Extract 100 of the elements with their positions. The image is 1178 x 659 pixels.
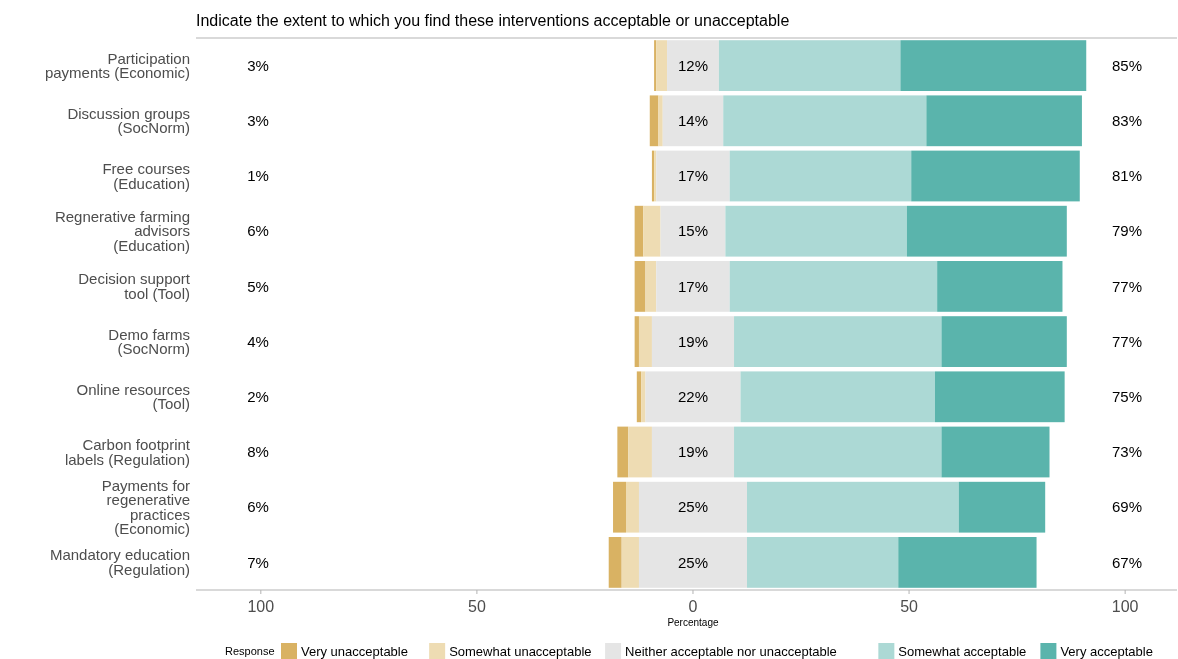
y-tick-label: Discussion groups (SocNorm) — [67, 104, 190, 137]
y-tick-label: Payments for regenerative practices (Economic) — [101, 476, 190, 538]
bar — [667, 40, 719, 91]
bar — [651, 316, 735, 367]
annotation: 3% — [247, 112, 269, 130]
legend-label: Somewhat acceptable — [898, 643, 1027, 659]
annotation: 69% — [1111, 498, 1143, 516]
annotation: 73% — [1111, 443, 1143, 461]
annotation: 6% — [247, 498, 269, 516]
bar — [613, 481, 626, 533]
bar — [662, 95, 724, 147]
x-tick-label: 0 — [688, 597, 698, 615]
data-label: 22% — [677, 388, 708, 406]
legend-label: Neither acceptable nor unacceptable — [625, 643, 837, 659]
annotation: 8% — [247, 443, 269, 461]
bar — [747, 537, 899, 588]
bar — [654, 40, 657, 91]
legend-label: Very unacceptable — [301, 643, 408, 659]
bar — [734, 316, 942, 367]
bar — [729, 261, 938, 312]
legend-title: Response — [225, 644, 275, 657]
x-tick-label: 100 — [1111, 597, 1139, 615]
x-tick-label: 50 — [468, 597, 486, 615]
bar — [911, 150, 1080, 202]
data-label: 17% — [677, 167, 708, 185]
x-tick-label: 100 — [247, 597, 275, 615]
annotation: 77% — [1111, 277, 1143, 295]
data-label: 25% — [677, 498, 708, 516]
data-label: 15% — [677, 222, 708, 240]
data-label: 17% — [677, 277, 708, 295]
bar — [638, 481, 747, 533]
annotation: 83% — [1111, 112, 1143, 130]
bar — [656, 150, 730, 202]
annotation: 2% — [247, 388, 269, 406]
annotation: 77% — [1111, 332, 1143, 350]
annotation: 4% — [247, 332, 269, 350]
x-axis-title: Percentage — [667, 616, 719, 628]
y-tick-label: Participation payments (Economic) — [44, 49, 190, 82]
chart-title: Indicate the extent to which you find these interventions acceptable or unacceptable — [196, 11, 790, 29]
data-label: 12% — [677, 56, 708, 74]
bar — [926, 95, 1082, 147]
annotation: 75% — [1111, 388, 1143, 406]
bar — [934, 371, 1065, 423]
bar — [649, 95, 659, 147]
x-tick-label: 50 — [900, 597, 919, 615]
annotation: 67% — [1111, 553, 1143, 571]
data-label: 19% — [677, 332, 708, 350]
annotation: 81% — [1111, 167, 1143, 185]
y-tick-label: Free courses (Education) — [102, 160, 190, 192]
bar — [898, 537, 1037, 588]
annotation: 79% — [1111, 222, 1143, 240]
bar — [634, 205, 644, 257]
y-tick-label: Regnerative farming advisors (Education) — [54, 207, 190, 254]
legend-label: Very acceptable — [1060, 643, 1153, 659]
annotation: 5% — [247, 277, 269, 295]
bar — [718, 40, 901, 91]
annotation: 3% — [247, 56, 269, 74]
bar — [723, 95, 927, 147]
bar — [658, 95, 663, 147]
legend-label: Somewhat unacceptable — [449, 643, 592, 659]
bar — [747, 481, 959, 533]
annotation: 85% — [1111, 56, 1143, 74]
bar — [651, 426, 735, 478]
data-label: 25% — [677, 553, 708, 571]
bar — [608, 537, 622, 588]
bar — [725, 205, 907, 257]
bar — [638, 537, 747, 588]
bar — [941, 316, 1067, 367]
bar — [617, 426, 629, 478]
y-tick-label: Carbon footprint labels (Regulation) — [64, 436, 191, 468]
data-label: 19% — [677, 443, 708, 461]
bar — [906, 205, 1067, 257]
bar — [660, 205, 726, 257]
annotation: 6% — [247, 222, 269, 240]
annotation: 1% — [247, 167, 269, 185]
bar — [626, 481, 639, 533]
bar — [634, 316, 639, 367]
bar — [645, 371, 741, 423]
bar — [740, 371, 935, 423]
y-tick-label: Mandatory education (Regulation) — [49, 546, 190, 578]
annotation: 7% — [247, 553, 269, 571]
bar — [645, 261, 657, 312]
bar — [634, 261, 646, 312]
y-tick-label: Online resources (Tool) — [76, 380, 190, 413]
bar — [729, 150, 912, 202]
bar — [636, 371, 642, 423]
bar — [900, 40, 1087, 91]
data-label: 14% — [677, 112, 708, 130]
bar — [638, 316, 652, 367]
bar — [958, 481, 1046, 533]
bar — [641, 371, 646, 423]
y-tick-label: Decision support tool (Tool) — [78, 270, 191, 302]
bar — [628, 426, 652, 478]
bar — [656, 40, 668, 91]
bar — [643, 205, 661, 257]
bar — [937, 261, 1063, 312]
bar — [941, 426, 1050, 478]
y-tick-label: Demo farms (SocNorm) — [108, 325, 190, 358]
bar — [734, 426, 942, 478]
bar — [656, 261, 730, 312]
